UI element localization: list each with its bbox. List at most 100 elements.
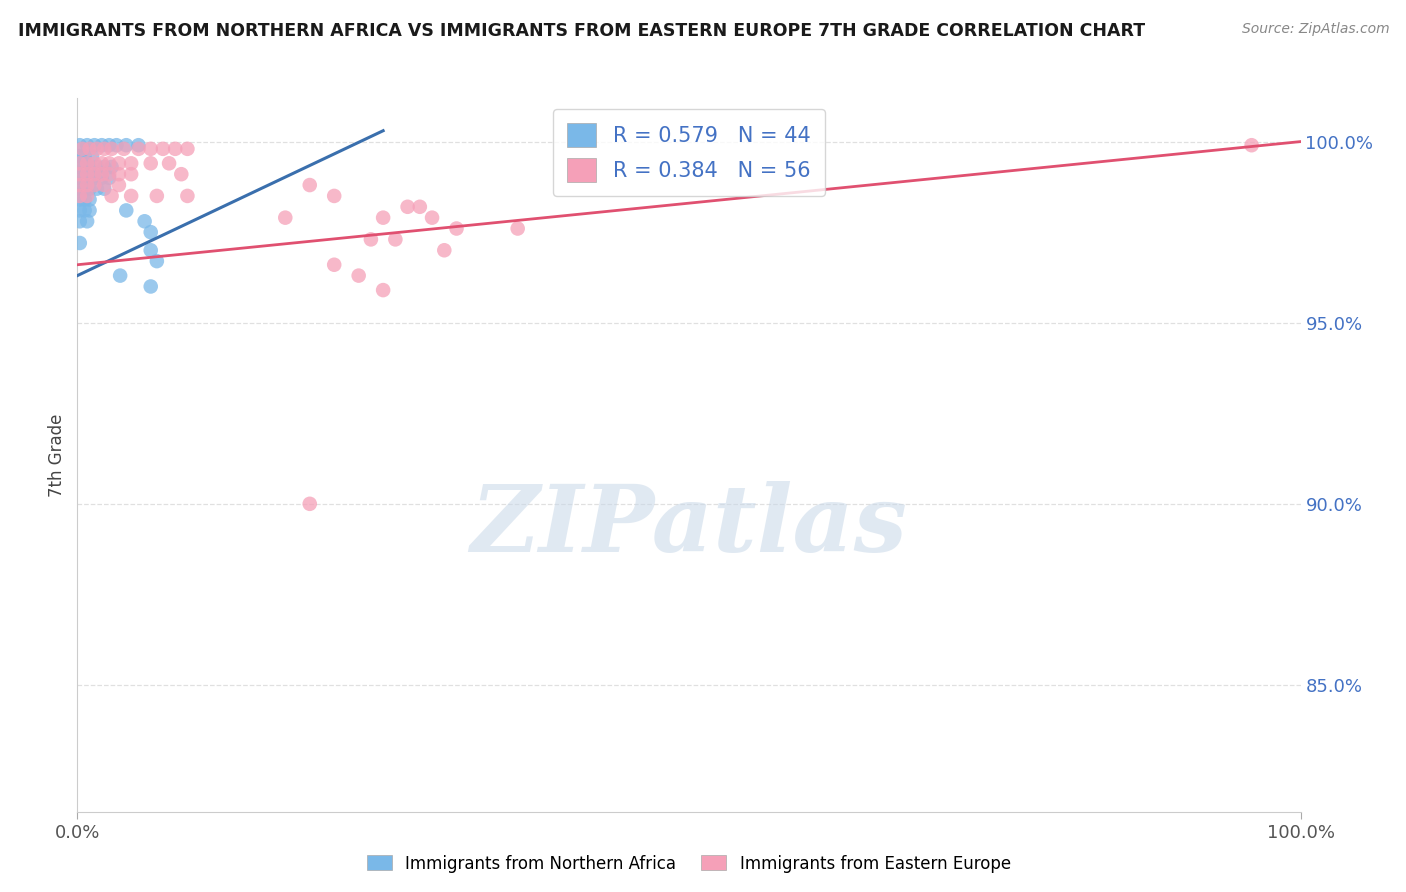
Point bbox=[409, 200, 432, 214]
Point bbox=[69, 193, 91, 207]
Point bbox=[69, 189, 91, 203]
Point bbox=[120, 156, 142, 170]
Point bbox=[274, 211, 297, 225]
Point bbox=[73, 203, 96, 218]
Point bbox=[146, 254, 169, 268]
Point bbox=[98, 138, 121, 153]
Point bbox=[79, 182, 101, 196]
Point bbox=[170, 167, 193, 181]
Point bbox=[420, 211, 443, 225]
Legend: Immigrants from Northern Africa, Immigrants from Eastern Europe: Immigrants from Northern Africa, Immigra… bbox=[360, 848, 1018, 880]
Point bbox=[86, 160, 108, 174]
Point bbox=[83, 156, 105, 170]
Point bbox=[371, 283, 394, 297]
Point bbox=[83, 170, 105, 185]
Text: Source: ZipAtlas.com: Source: ZipAtlas.com bbox=[1241, 22, 1389, 37]
Point bbox=[90, 138, 112, 153]
Point bbox=[446, 221, 468, 235]
Legend: R = 0.579   N = 44, R = 0.384   N = 56: R = 0.579 N = 44, R = 0.384 N = 56 bbox=[553, 109, 825, 196]
Point bbox=[98, 167, 121, 181]
Point bbox=[69, 149, 91, 163]
Point bbox=[73, 193, 96, 207]
Point bbox=[90, 170, 112, 185]
Point bbox=[80, 149, 103, 163]
Point bbox=[371, 211, 394, 225]
Point bbox=[98, 170, 121, 185]
Point bbox=[139, 279, 162, 293]
Point bbox=[112, 142, 135, 156]
Point bbox=[90, 156, 112, 170]
Point bbox=[298, 497, 321, 511]
Point bbox=[100, 142, 122, 156]
Point bbox=[105, 138, 128, 153]
Point bbox=[100, 160, 122, 174]
Y-axis label: 7th Grade: 7th Grade bbox=[48, 413, 66, 497]
Point bbox=[127, 142, 149, 156]
Point bbox=[165, 142, 187, 156]
Point bbox=[73, 170, 96, 185]
Point bbox=[100, 189, 122, 203]
Point bbox=[73, 182, 96, 196]
Point bbox=[93, 182, 115, 196]
Point bbox=[108, 167, 131, 181]
Point bbox=[83, 138, 105, 153]
Point bbox=[298, 178, 321, 192]
Point bbox=[93, 178, 115, 192]
Point bbox=[146, 189, 169, 203]
Point bbox=[323, 258, 346, 272]
Point bbox=[69, 203, 91, 218]
Point bbox=[86, 142, 108, 156]
Point bbox=[1240, 138, 1263, 153]
Point bbox=[69, 182, 91, 196]
Point bbox=[86, 182, 108, 196]
Point bbox=[115, 203, 138, 218]
Point bbox=[108, 268, 131, 283]
Point bbox=[69, 178, 91, 192]
Point bbox=[79, 160, 101, 174]
Point bbox=[433, 244, 456, 258]
Point bbox=[323, 189, 346, 203]
Point bbox=[152, 142, 174, 156]
Point bbox=[83, 178, 105, 192]
Point bbox=[69, 170, 91, 185]
Point bbox=[139, 225, 162, 239]
Point bbox=[76, 156, 98, 170]
Point bbox=[79, 203, 101, 218]
Point bbox=[506, 221, 529, 235]
Text: IMMIGRANTS FROM NORTHERN AFRICA VS IMMIGRANTS FROM EASTERN EUROPE 7TH GRADE CORR: IMMIGRANTS FROM NORTHERN AFRICA VS IMMIG… bbox=[18, 22, 1146, 40]
Point bbox=[176, 142, 198, 156]
Point bbox=[139, 244, 162, 258]
Point bbox=[93, 160, 115, 174]
Point bbox=[69, 160, 91, 174]
Point bbox=[127, 138, 149, 153]
Point bbox=[347, 268, 370, 283]
Point bbox=[108, 178, 131, 192]
Point bbox=[76, 178, 98, 192]
Point bbox=[98, 156, 121, 170]
Point bbox=[134, 214, 156, 228]
Point bbox=[73, 149, 96, 163]
Point bbox=[70, 142, 93, 156]
Point bbox=[76, 189, 98, 203]
Point bbox=[76, 138, 98, 153]
Point bbox=[108, 156, 131, 170]
Point bbox=[76, 214, 98, 228]
Point bbox=[73, 160, 96, 174]
Point bbox=[90, 167, 112, 181]
Point bbox=[79, 142, 101, 156]
Point bbox=[93, 142, 115, 156]
Point bbox=[69, 138, 91, 153]
Point bbox=[120, 189, 142, 203]
Point bbox=[139, 142, 162, 156]
Point bbox=[79, 193, 101, 207]
Point bbox=[115, 138, 138, 153]
Point bbox=[79, 170, 101, 185]
Point bbox=[384, 232, 406, 246]
Point bbox=[69, 156, 91, 170]
Point bbox=[139, 156, 162, 170]
Point bbox=[157, 156, 180, 170]
Point bbox=[69, 214, 91, 228]
Point bbox=[69, 167, 91, 181]
Point bbox=[83, 167, 105, 181]
Point bbox=[360, 232, 382, 246]
